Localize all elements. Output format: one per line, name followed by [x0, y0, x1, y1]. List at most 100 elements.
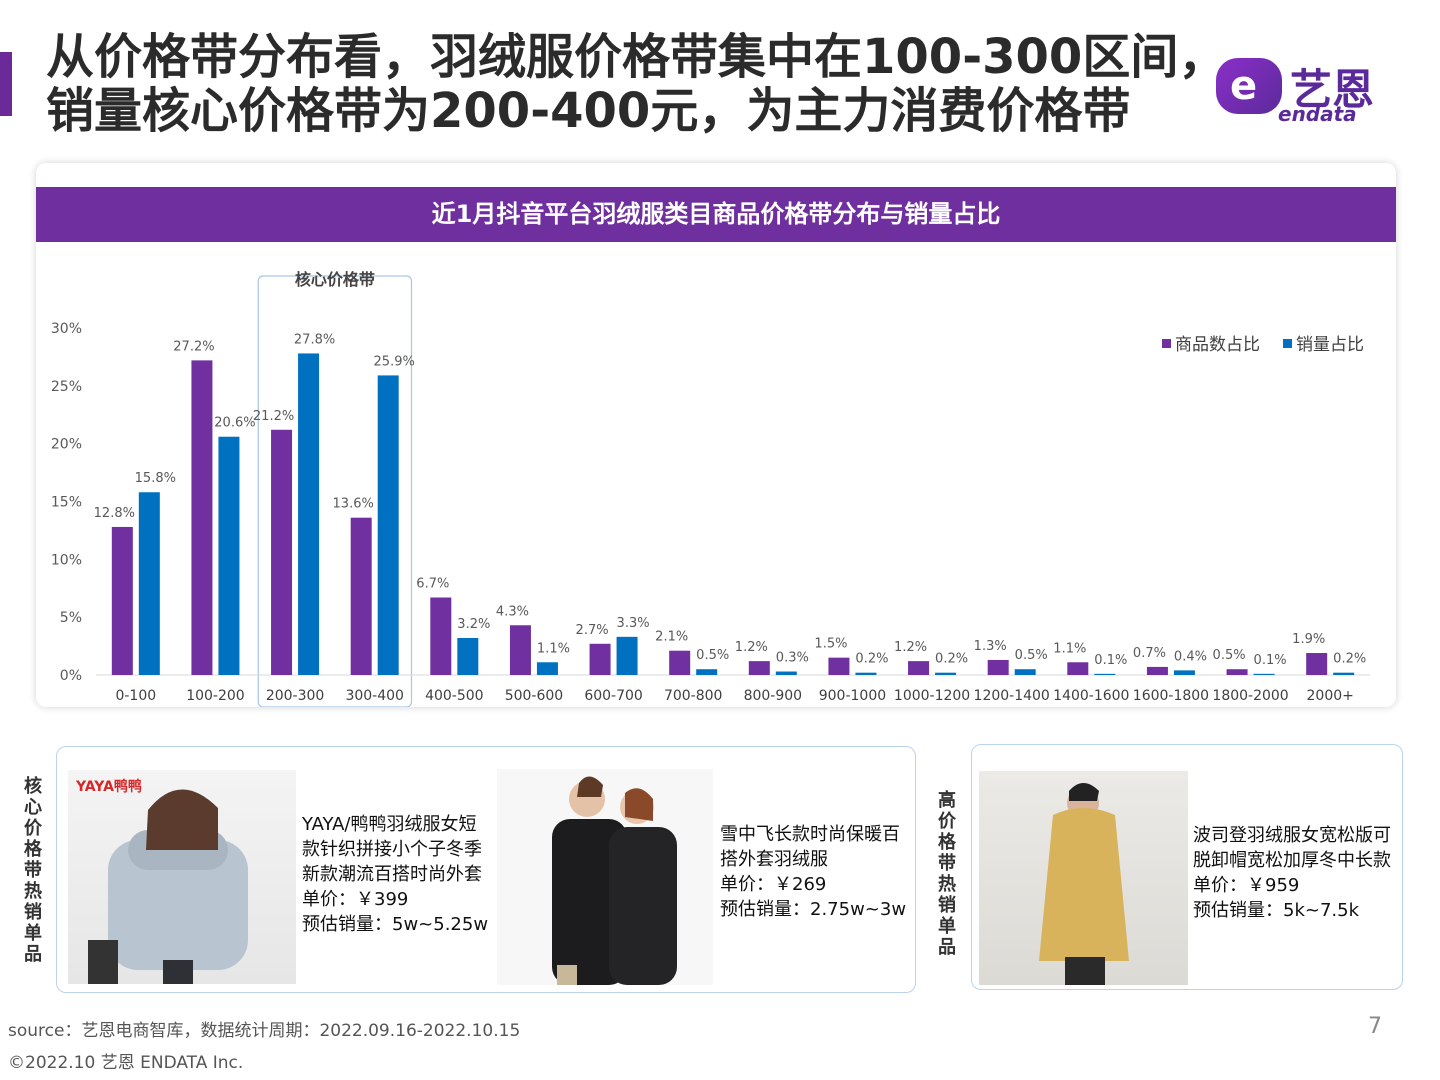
data-label: 2.7% — [576, 623, 609, 638]
high-section-label: 高价格带热销单品 — [938, 790, 956, 958]
data-label: 2.1% — [655, 630, 688, 645]
bar-product-share — [1226, 669, 1248, 675]
data-label: 1.3% — [974, 639, 1007, 654]
bar-sales-share — [935, 672, 957, 675]
data-label: 27.2% — [173, 339, 214, 354]
logo-english-text: endata — [1278, 102, 1357, 126]
page-number: 7 — [1368, 1014, 1382, 1039]
data-label: 0.5% — [1213, 648, 1246, 663]
bar-sales-share — [696, 669, 718, 675]
price-band-chart: 核心价格带 0% 5% 10% 15% 20% 25% 30% 12.8% 15.8% 0-100 2… — [51, 270, 1370, 707]
long-yellow-coat-icon — [1039, 783, 1129, 985]
bar-sales-share — [1014, 669, 1036, 675]
product-line: 雪中飞长款时尚保暖百 — [720, 824, 900, 845]
data-label: 1.5% — [814, 637, 847, 652]
couple-coat-icon — [552, 776, 677, 985]
yaya-jacket-icon — [88, 789, 248, 984]
product-line: YAYA/鸭鸭羽绒服女短 — [302, 814, 477, 835]
bar-sales-share — [457, 637, 479, 675]
source-note: source：艺恩电商智库，数据统计周期：2022.09.16-2022.10.… — [8, 1021, 521, 1041]
bar-product-share — [111, 526, 133, 675]
product-sales: 预估销量：2.75w~3w — [720, 899, 907, 920]
logo-mark-icon: e — [1216, 58, 1282, 114]
bar-product-share — [509, 625, 531, 675]
product-text-bosideng: 波司登羽绒服女宽松版可 脱卸帽宽松加厚冬中长款 单价：￥959 预估销量：5k~… — [1193, 823, 1391, 923]
x-tick-label: 600-700 — [584, 688, 643, 704]
data-label: 1.9% — [1292, 632, 1325, 647]
data-label: 0.4% — [1174, 649, 1207, 664]
data-label: 0.1% — [1094, 653, 1127, 668]
bar-product-share — [191, 360, 213, 675]
title-line-2: 销量核心价格带为200-400元，为主力消费价格带 — [46, 83, 1131, 139]
data-label: 0.1% — [1254, 653, 1287, 668]
bar-sales-share — [855, 672, 877, 675]
data-label: 0.5% — [1015, 648, 1048, 663]
bar-sales-share — [138, 492, 160, 675]
y-tick-label: 25% — [51, 379, 82, 395]
bar-product-share — [1067, 662, 1089, 675]
x-tick-label: 200-300 — [266, 688, 325, 704]
bar-product-share — [430, 597, 452, 675]
y-tick-label: 30% — [51, 321, 82, 337]
bar-sales-share — [1094, 673, 1116, 675]
data-label: 0.3% — [776, 651, 809, 666]
product-line: 新款潮流百搭时尚外套 — [302, 864, 482, 885]
product-sales: 预估销量：5w~5.25w — [302, 914, 489, 935]
y-tick-label: 20% — [51, 437, 82, 453]
x-tick-label: 1200-1400 — [974, 688, 1050, 704]
product-line: 款针织拼接小个子冬季 — [302, 839, 482, 860]
product-text-xuezhongfei: 雪中飞长款时尚保暖百 搭外套羽绒服 单价：￥269 预估销量：2.75w~3w — [720, 822, 906, 922]
data-label: 25.9% — [374, 354, 415, 369]
y-tick-label: 0% — [60, 668, 82, 684]
x-tick-label: 500-600 — [505, 688, 564, 704]
data-label: 20.6% — [214, 416, 255, 431]
product-line: 脱卸帽宽松加厚冬中长款 — [1193, 850, 1391, 871]
bar-sales-share — [1333, 672, 1355, 675]
y-tick-label: 5% — [60, 610, 82, 626]
bar-product-share — [748, 661, 770, 675]
data-label: 0.2% — [855, 652, 888, 667]
x-tick-label: 100-200 — [186, 688, 245, 704]
bar-product-share — [1146, 666, 1168, 675]
core-section-label: 核心价格带热销单品 — [24, 776, 42, 965]
legend-swatch — [1283, 339, 1292, 348]
product-price: 单价：￥269 — [720, 874, 827, 895]
yaya-brand-tag: YAYA鸭鸭 — [76, 779, 142, 795]
data-label: 0.2% — [1333, 652, 1366, 667]
data-label: 6.7% — [416, 577, 449, 592]
logo-chinese-text: 艺恩 — [1290, 65, 1375, 114]
chart-header: 近1月抖音平台羽绒服类目商品价格带分布与销量占比 — [36, 187, 1396, 242]
data-label: 13.6% — [333, 497, 374, 512]
x-tick-label: 800-900 — [744, 688, 803, 704]
data-label: 12.8% — [94, 506, 135, 521]
legend-label: 商品数占比 — [1175, 335, 1260, 355]
x-tick-label: 1800-2000 — [1212, 688, 1288, 704]
bar-product-share — [271, 429, 293, 675]
data-label: 0.5% — [696, 648, 729, 663]
bar-sales-share — [218, 436, 240, 675]
bar-sales-share — [298, 353, 320, 675]
bar-sales-share — [1173, 670, 1195, 675]
x-tick-label: 900-1000 — [819, 688, 886, 704]
product-image-yaya: YAYA鸭鸭 — [68, 770, 296, 984]
data-label: 1.2% — [894, 640, 927, 655]
y-tick-label: 10% — [51, 552, 82, 568]
x-tick-label: 1000-1200 — [894, 688, 970, 704]
product-text-yaya: YAYA/鸭鸭羽绒服女短 款针织拼接小个子冬季 新款潮流百搭时尚外套 单价：￥3… — [302, 812, 488, 937]
page-title: 从价格带分布看，羽绒服价格带集中在100-300区间， 销量核心价格带为200-… — [46, 30, 1226, 139]
title-accent-bar — [0, 52, 12, 116]
product-image-bosideng — [979, 771, 1188, 985]
bar-sales-share — [536, 662, 558, 675]
product-price: 单价：￥959 — [1193, 875, 1300, 896]
data-label: 27.8% — [294, 332, 335, 347]
bar-sales-share — [616, 636, 638, 675]
x-tick-label: 0-100 — [115, 688, 156, 704]
data-label: 1.1% — [537, 641, 570, 656]
data-label: 0.7% — [1133, 646, 1166, 661]
data-label: 0.2% — [935, 652, 968, 667]
bar-sales-share — [377, 375, 399, 675]
x-tick-label: 700-800 — [664, 688, 723, 704]
product-line: 搭外套羽绒服 — [720, 849, 828, 870]
copyright-note: ©2022.10 艺恩 ENDATA Inc. — [8, 1053, 244, 1073]
x-tick-label: 1400-1600 — [1053, 688, 1129, 704]
